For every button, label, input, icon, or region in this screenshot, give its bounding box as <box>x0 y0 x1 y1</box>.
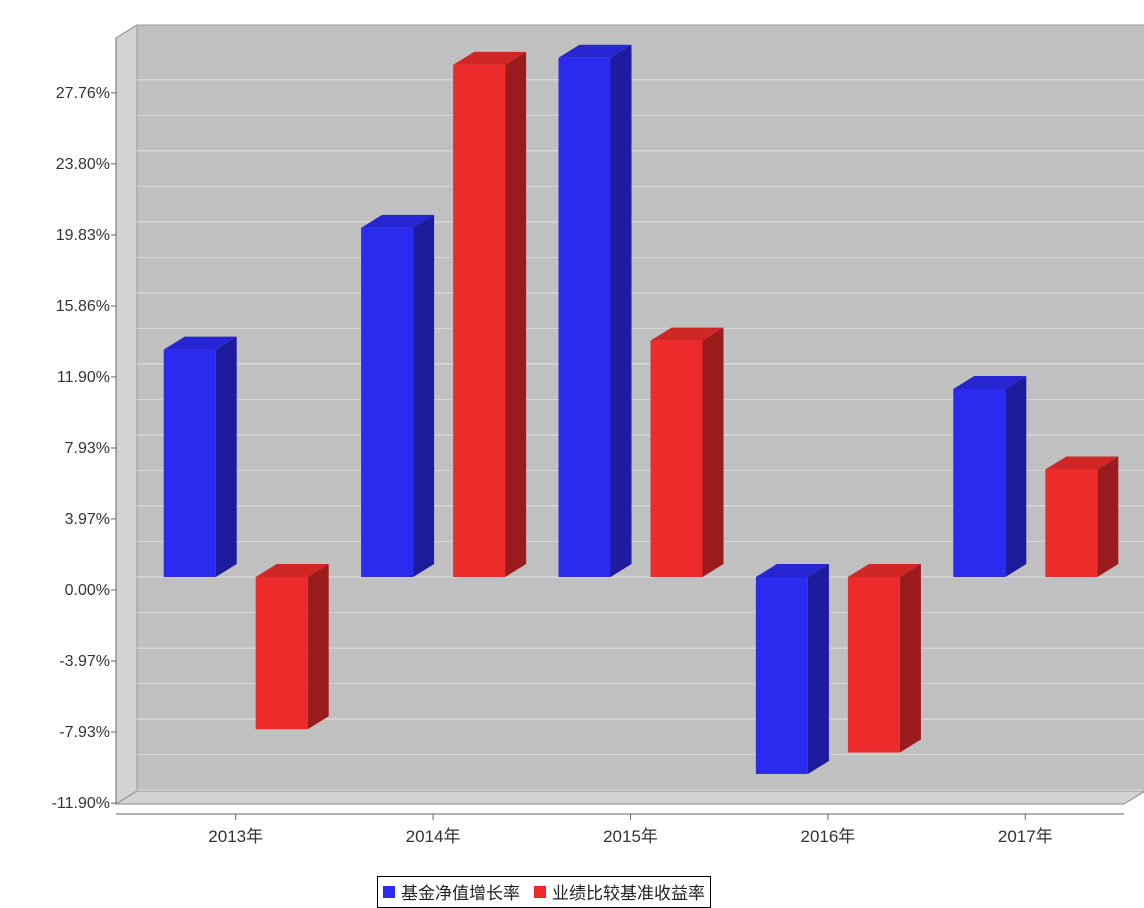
bars <box>163 44 1119 774</box>
bar-top <box>453 51 527 65</box>
legend-swatch-series-2 <box>534 885 546 898</box>
bar-top <box>558 44 632 58</box>
bar-side <box>899 564 921 753</box>
bar-side <box>610 44 632 578</box>
bar <box>558 44 632 578</box>
bar-front <box>953 388 1006 577</box>
bar <box>953 375 1027 577</box>
y-tick-label: -7.93% <box>59 724 110 741</box>
y-tick-label: 27.76% <box>56 85 110 102</box>
bar-front <box>361 227 414 577</box>
bar-side <box>307 564 329 730</box>
bar-top <box>847 564 921 577</box>
x-tick-label: 2014年 <box>406 827 461 846</box>
bar <box>361 214 435 577</box>
bar-front <box>558 57 611 578</box>
y-tick-label: 0.00% <box>65 582 110 599</box>
bar-front <box>847 577 900 753</box>
bar-top <box>163 336 237 350</box>
bar-side <box>1097 456 1119 577</box>
legend-label-series-1: 基金净值增长率 <box>401 884 520 904</box>
legend-item-series-2: 业绩比较基准收益率 <box>534 879 705 904</box>
legend-item-series-1: 基金净值增长率 <box>383 879 520 904</box>
bar <box>453 51 527 578</box>
bar-side <box>413 214 435 577</box>
y-axis-ticks: 27.76% 23.80% 19.83% 15.86% 11.90% 7.93% 3.97%… <box>52 85 116 812</box>
x-tick-label: 2015年 <box>603 827 658 846</box>
x-tick-label: 2016年 <box>800 827 855 846</box>
bar-side <box>505 51 527 578</box>
bar-side <box>1005 375 1027 577</box>
y-tick-label: 11.90% <box>57 369 110 386</box>
legend: 基金净值增长率 业绩比较基准收益率 <box>377 876 711 908</box>
floor <box>114 790 1144 805</box>
bar-front <box>650 340 703 577</box>
bar <box>755 564 829 774</box>
y-tick-label: -3.97% <box>59 653 110 670</box>
bar <box>163 336 237 577</box>
bar-top <box>361 214 435 228</box>
bar-side <box>215 336 237 577</box>
bar-front <box>255 577 308 730</box>
bar-top <box>1045 456 1119 470</box>
bar-front <box>453 64 506 578</box>
bar-side <box>807 564 829 774</box>
bar-front <box>755 577 808 774</box>
bar-front <box>163 349 216 577</box>
x-axis-ticks: 2013年 2014年 2015年 2016年 2017年 <box>208 814 1053 846</box>
bar <box>255 564 329 730</box>
y-tick-label: 23.80% <box>56 156 110 173</box>
y-tick-label: -11.90% <box>52 795 110 812</box>
x-tick-label: 2013年 <box>208 827 263 846</box>
bar-top <box>953 375 1027 389</box>
y-tick-label: 15.86% <box>56 298 110 315</box>
bar <box>847 564 921 753</box>
bar <box>1045 456 1119 577</box>
bar-front <box>1045 469 1098 577</box>
legend-label-series-2: 业绩比较基准收益率 <box>552 884 705 904</box>
y-tick-label: 19.83% <box>56 227 110 244</box>
x-tick-label: 2017年 <box>998 827 1053 846</box>
bar-top <box>255 564 329 577</box>
legend-swatch-series-1 <box>383 885 395 898</box>
y-tick-label: 7.93% <box>65 440 110 457</box>
bar-top <box>650 327 724 341</box>
bar-top <box>755 564 829 577</box>
bar-side <box>702 327 724 577</box>
y-tick-label: 3.97% <box>65 511 110 528</box>
bar <box>650 327 724 577</box>
left-wall <box>115 24 138 805</box>
